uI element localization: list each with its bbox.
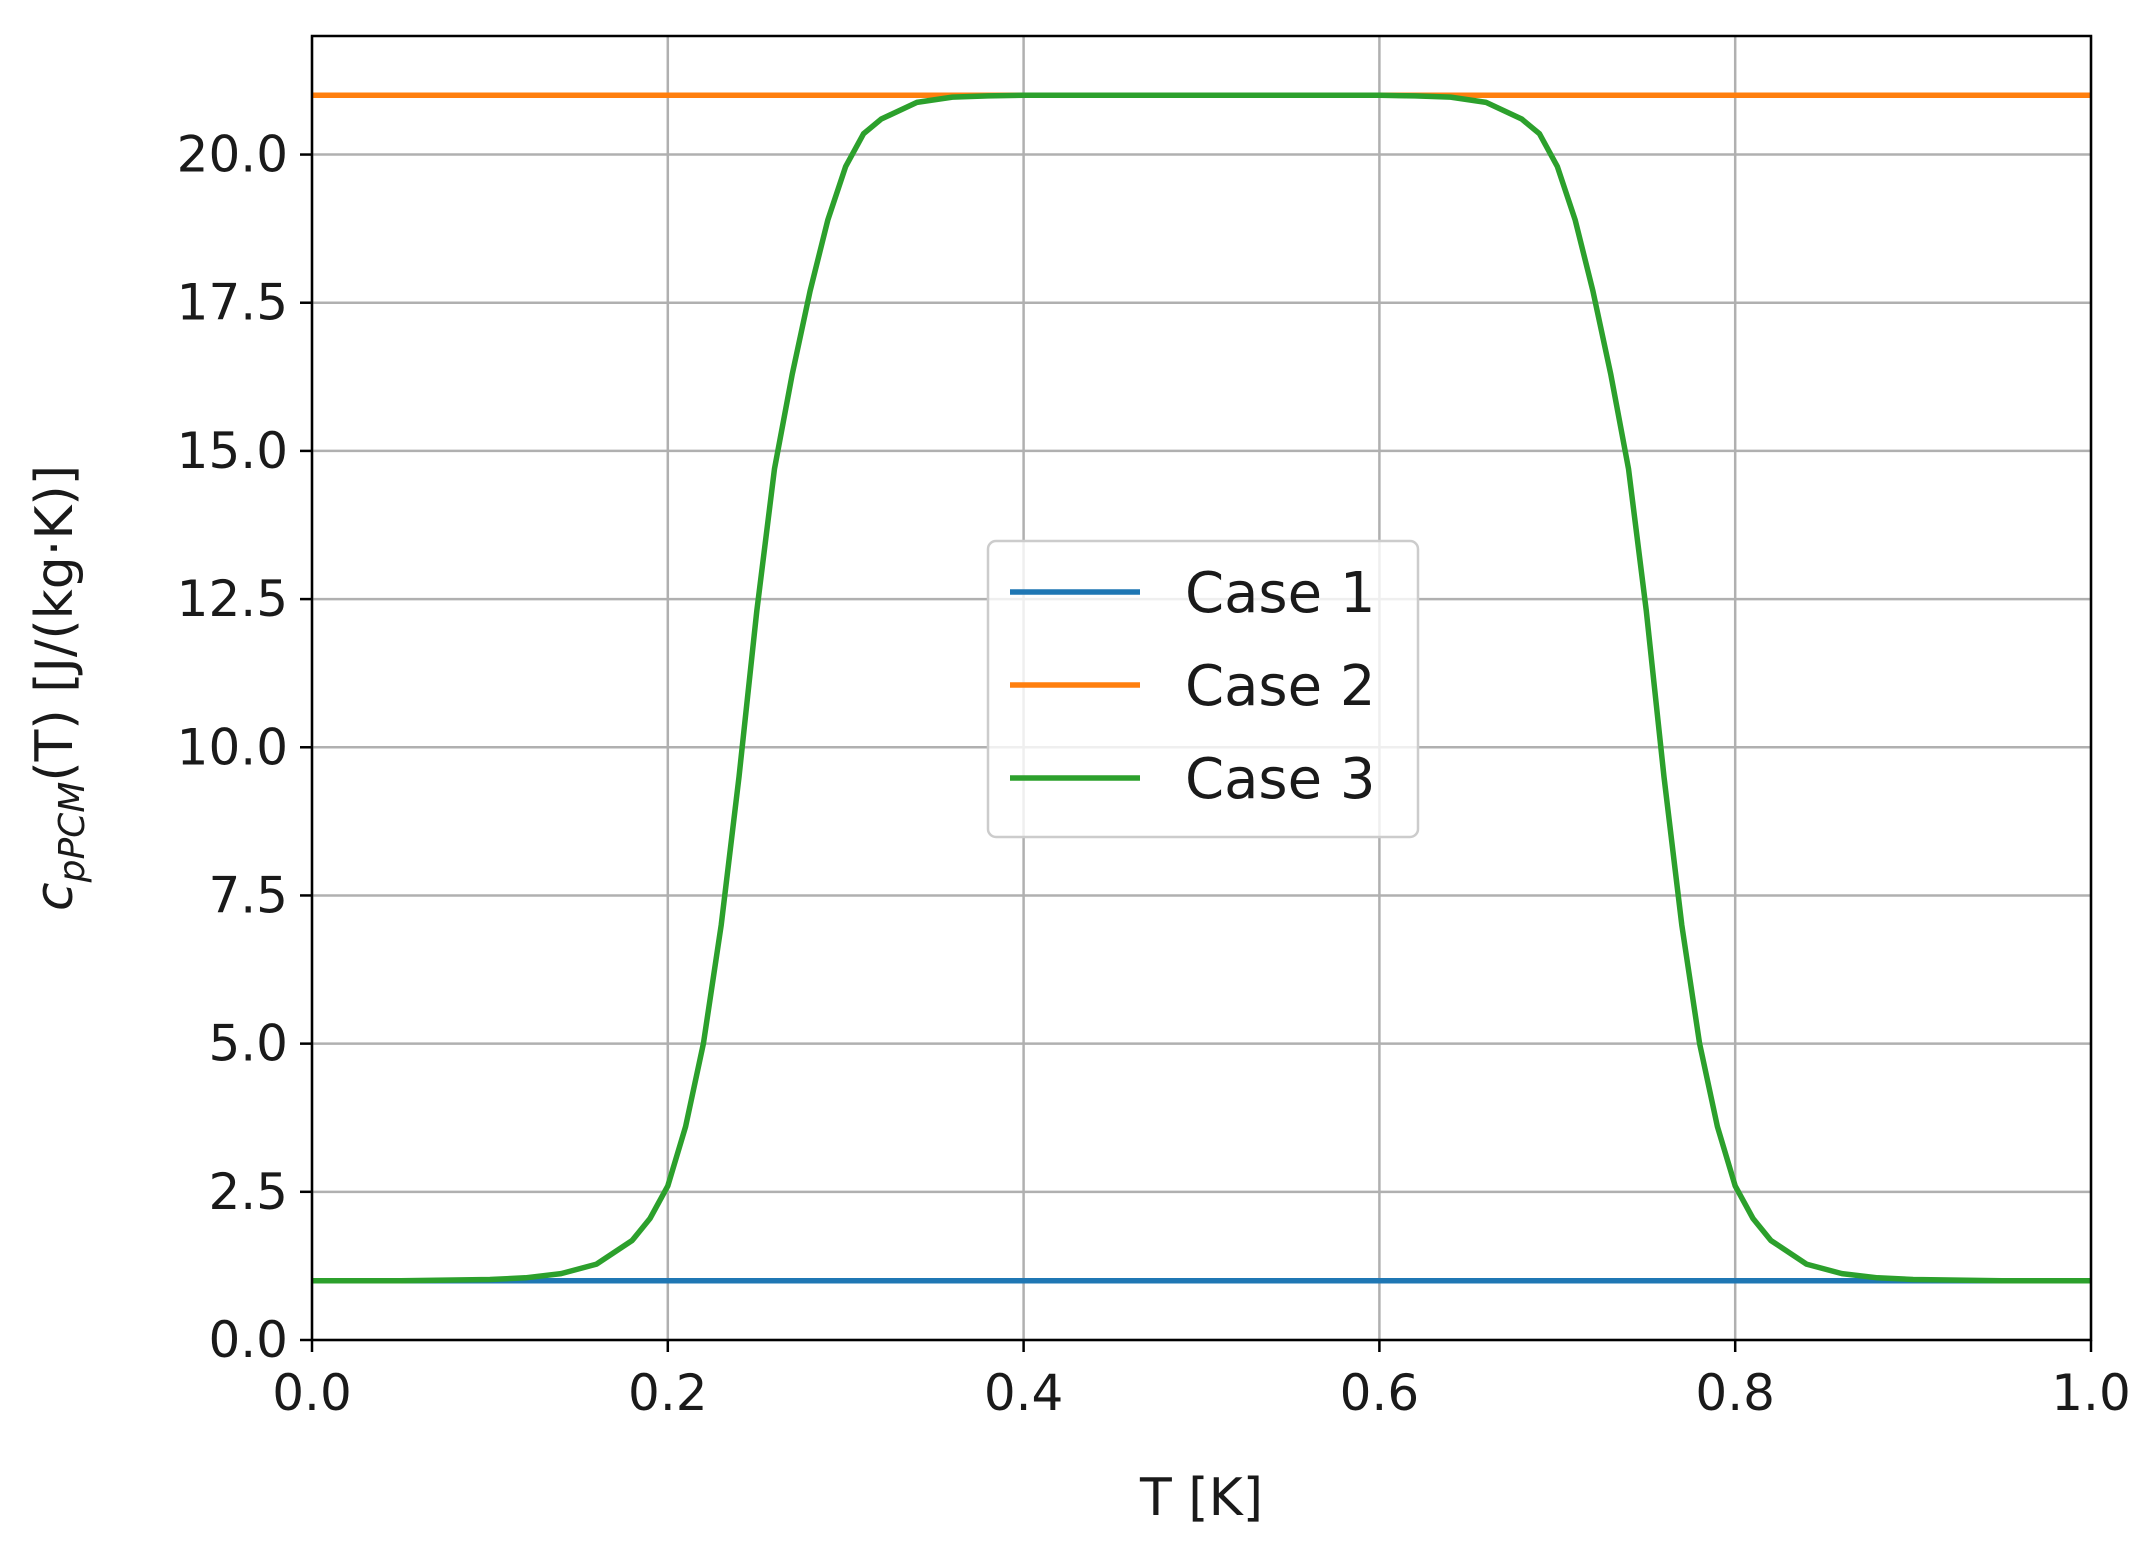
legend: Case 1 Case 2 Case 3 [986, 539, 1420, 839]
plot-frame [310, 34, 2093, 1342]
x-tick-label: 0.2 [628, 1364, 708, 1422]
y-tick-label: 2.5 [208, 1163, 288, 1221]
y-axis-label: cpPCM(T) [J/(kg·K)] [25, 465, 93, 911]
series-line-case-3 [312, 92, 2091, 1284]
y-tick-label: 10.0 [177, 718, 288, 776]
x-axis-label: T [K] [1139, 1468, 1263, 1528]
y-tick-label: 20.0 [177, 126, 288, 184]
x-tick-label: 0.0 [272, 1364, 352, 1422]
legend-label-case-1: Case 1 [1185, 561, 1375, 626]
x-tick-label: 0.8 [1695, 1364, 1775, 1422]
y-axis-label-subscript: pPCM [52, 782, 93, 884]
y-axis-label-rest: (T) [J/(kg·K)] [25, 465, 85, 782]
ticks: 0.0 0.2 0.4 0.6 0.8 1.0 0.0 2.5 5.0 7.5 10.0 12.5 15… [177, 126, 2131, 1422]
legend-box [986, 539, 1420, 839]
x-tick-label: 1.0 [2051, 1364, 2131, 1422]
y-tick-label: 5.0 [208, 1015, 288, 1073]
y-tick-label: 0.0 [208, 1311, 288, 1369]
x-tick-label: 0.6 [1340, 1364, 1420, 1422]
y-tick-label: 17.5 [177, 274, 288, 332]
y-tick-label: 15.0 [177, 422, 288, 480]
y-tick-label: 12.5 [177, 570, 288, 628]
y-tick-label: 7.5 [208, 866, 288, 924]
y-axis-label-main: c [25, 882, 85, 911]
legend-label-case-3: Case 3 [1185, 747, 1375, 812]
legend-label-case-2: Case 2 [1185, 654, 1375, 719]
series-lines [312, 92, 2091, 1284]
x-tick-label: 0.4 [984, 1364, 1064, 1422]
